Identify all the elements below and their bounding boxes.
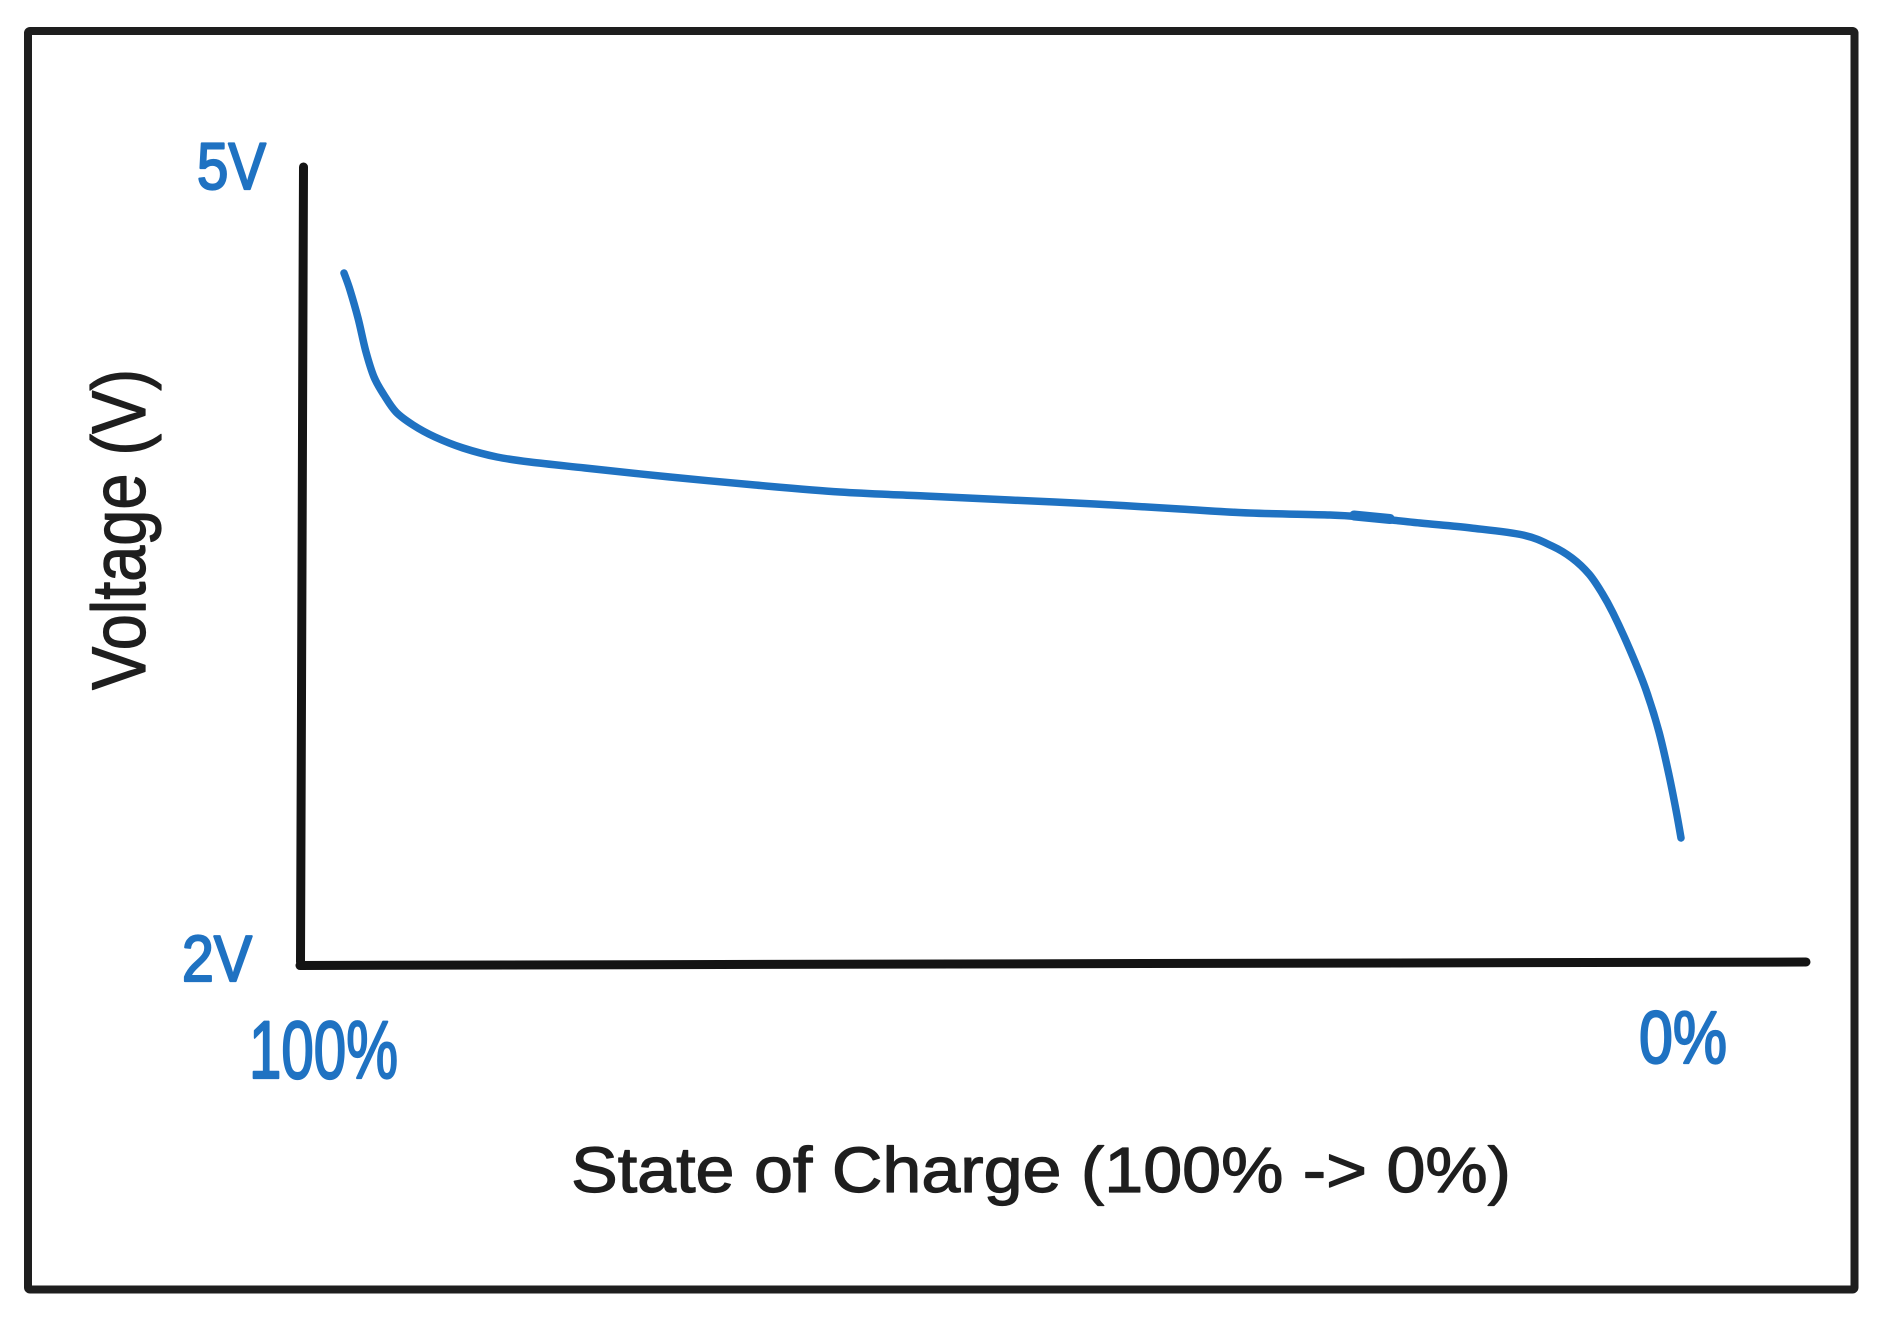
- svg-text:5V: 5V: [197, 129, 266, 203]
- svg-text:0%: 0%: [1639, 996, 1727, 1079]
- svg-text:100%: 100%: [249, 1005, 398, 1096]
- svg-text:Voltage (V): Voltage (V): [77, 369, 162, 690]
- svg-text:2V: 2V: [182, 922, 253, 995]
- svg-text:State of Charge (100% -> 0%): State of Charge (100% -> 0%): [571, 1134, 1511, 1206]
